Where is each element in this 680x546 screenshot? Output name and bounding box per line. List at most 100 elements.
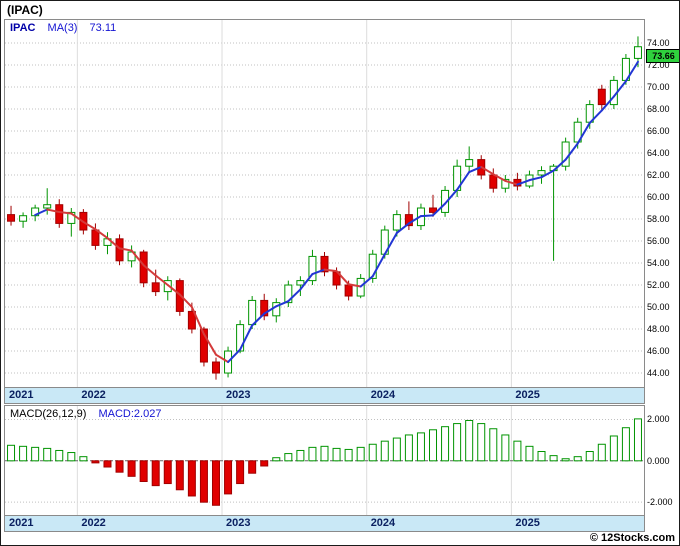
ma-line-segment: [323, 268, 338, 273]
macd-bar: [308, 446, 317, 462]
axis-tick-label: 64.00: [647, 148, 670, 158]
macd-bar: [380, 440, 389, 462]
macd-bar: [236, 460, 245, 485]
year-label: 2021: [9, 389, 34, 401]
ma-line-segment: [58, 211, 73, 215]
macd-bar: [284, 453, 293, 462]
ma-line-segment: [106, 237, 121, 250]
macd-bar: [7, 444, 16, 462]
macd-bar: [19, 445, 28, 462]
candle-body: [187, 310, 196, 330]
macd-bar: [561, 458, 570, 462]
ma-line-segment: [142, 264, 157, 277]
candle-body: [91, 229, 100, 246]
ma-line-segment: [624, 60, 639, 83]
ma-line-segment: [34, 208, 49, 216]
macd-bar: [151, 460, 160, 487]
macd-bar: [404, 434, 413, 462]
macd-legend: MACD(26,12,9) MACD:2.027: [10, 408, 170, 420]
macd-bar: [368, 443, 377, 462]
ma-line-segment: [444, 188, 459, 205]
macd-bar: [356, 446, 365, 462]
axis-tick-label: 60.00: [647, 192, 670, 202]
axis-tick-label: 0.000: [647, 455, 670, 466]
year-label: 2022: [81, 389, 106, 401]
price-x-axis-band: 2021 2022 2023 2024 2025: [5, 387, 644, 403]
ma-line-segment: [600, 95, 615, 112]
candle-body: [55, 204, 64, 224]
macd-bar: [127, 460, 136, 477]
ma-line-segment: [564, 142, 579, 161]
candle-body: [404, 214, 413, 227]
ma-line-segment: [335, 270, 350, 286]
macd-bar: [597, 443, 606, 462]
macd-bar: [477, 423, 486, 462]
last-price-badge: 73.66: [646, 49, 679, 63]
macd-bar: [103, 460, 112, 468]
candlestick-chart: [5, 20, 644, 387]
axis-tick-label: 66.00: [647, 126, 670, 136]
macd-bar: [115, 460, 124, 473]
macd-bar: [320, 445, 329, 462]
price-legend: IPAC MA(3) 73.11: [10, 22, 125, 34]
candle-body: [115, 238, 124, 262]
macd-bar: [332, 447, 341, 462]
ma-line-segment: [468, 165, 483, 174]
axis-tick-label: 52.00: [647, 280, 670, 291]
ma-line-segment: [251, 312, 266, 327]
ma-line-segment: [516, 179, 531, 186]
macd-bar: [139, 460, 148, 482]
ma-line-segment: [504, 179, 519, 186]
macd-bar: [199, 460, 208, 503]
ma-line-segment: [202, 333, 217, 356]
macd-bar: [453, 423, 462, 462]
year-label: 2021: [9, 517, 34, 529]
candle-body: [7, 214, 16, 222]
axis-tick-label: 68.00: [647, 103, 670, 114]
ma-line-segment: [347, 283, 362, 288]
page-title: (IPAC): [7, 3, 43, 17]
ma-line-segment: [383, 231, 398, 256]
candle-body: [441, 189, 450, 213]
ma-line-segment: [70, 212, 85, 223]
ma-line-segment: [419, 214, 435, 218]
macd-value: MACD:2.027: [98, 408, 162, 420]
macd-bar: [224, 460, 233, 495]
ma-line-segment: [190, 306, 205, 336]
macd-bar: [211, 460, 220, 506]
axis-tick-label: 74.00: [647, 37, 670, 48]
symbol-label: IPAC: [10, 22, 36, 34]
axis-tick-label: 50.00: [647, 302, 670, 313]
macd-bar: [549, 455, 558, 462]
ma-value: 73.11: [89, 22, 117, 34]
macd-bar: [573, 456, 582, 462]
ma-line-segment: [432, 202, 447, 217]
ma-line-segment: [311, 268, 326, 276]
ma-line-segment: [94, 228, 109, 240]
ma-line-segment: [214, 353, 230, 364]
macd-bar: [609, 435, 618, 462]
watermark: © 12Stocks.com: [589, 532, 675, 544]
ma-line-segment: [528, 176, 543, 182]
macd-x-axis-band: 2021 2022 2023 2024 2025: [5, 515, 644, 531]
year-label: 2023: [226, 389, 251, 401]
macd-label: MACD(26,12,9): [10, 408, 87, 420]
axis-tick-label: 70.00: [647, 81, 670, 92]
ma-line-segment: [227, 348, 242, 364]
macd-bar: [465, 419, 474, 462]
macd-bar: [272, 457, 281, 462]
candle-body: [633, 46, 642, 59]
macd-bar: [79, 456, 88, 462]
year-label: 2022: [81, 517, 106, 529]
ma-line-segment: [263, 305, 278, 315]
macd-bar: [31, 446, 40, 462]
macd-bar: [633, 418, 642, 462]
macd-panel: MACD(26,12,9) MACD:2.027 2021 2022 2023 202…: [4, 405, 645, 532]
ma-line-segment: [178, 293, 193, 309]
candle-body: [501, 178, 510, 189]
macd-bar: [429, 429, 438, 462]
macd-bar: [163, 460, 172, 485]
ma-line-segment: [371, 253, 386, 278]
ma-line-segment: [118, 247, 133, 252]
